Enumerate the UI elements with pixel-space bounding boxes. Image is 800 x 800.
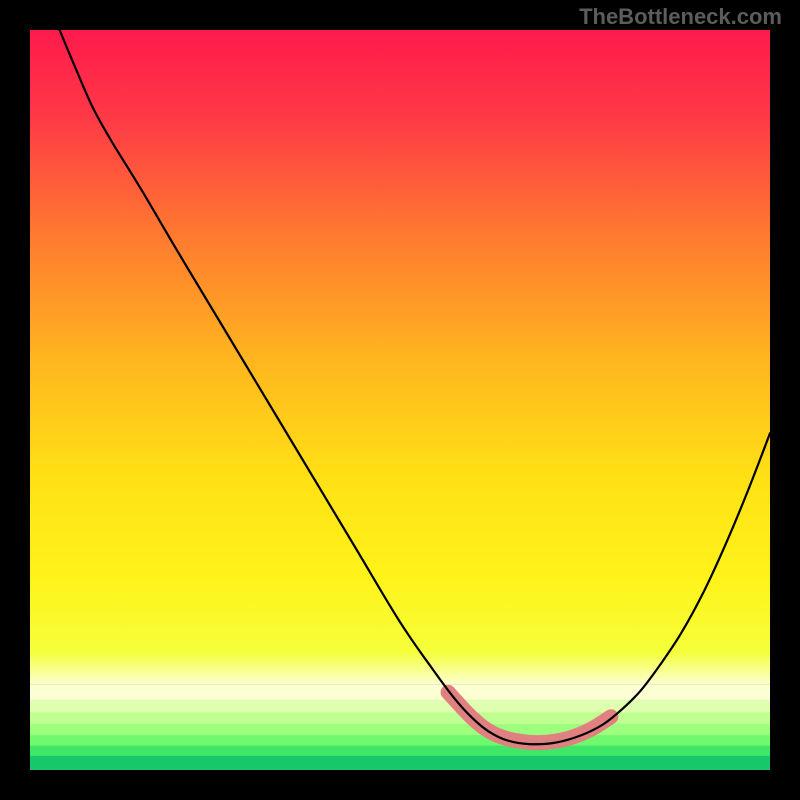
bottleneck-curve	[60, 30, 770, 744]
watermark-text: TheBottleneck.com	[579, 4, 782, 30]
plot-area	[30, 30, 770, 770]
curve-layer	[30, 30, 770, 770]
chart-frame: TheBottleneck.com	[0, 0, 800, 800]
